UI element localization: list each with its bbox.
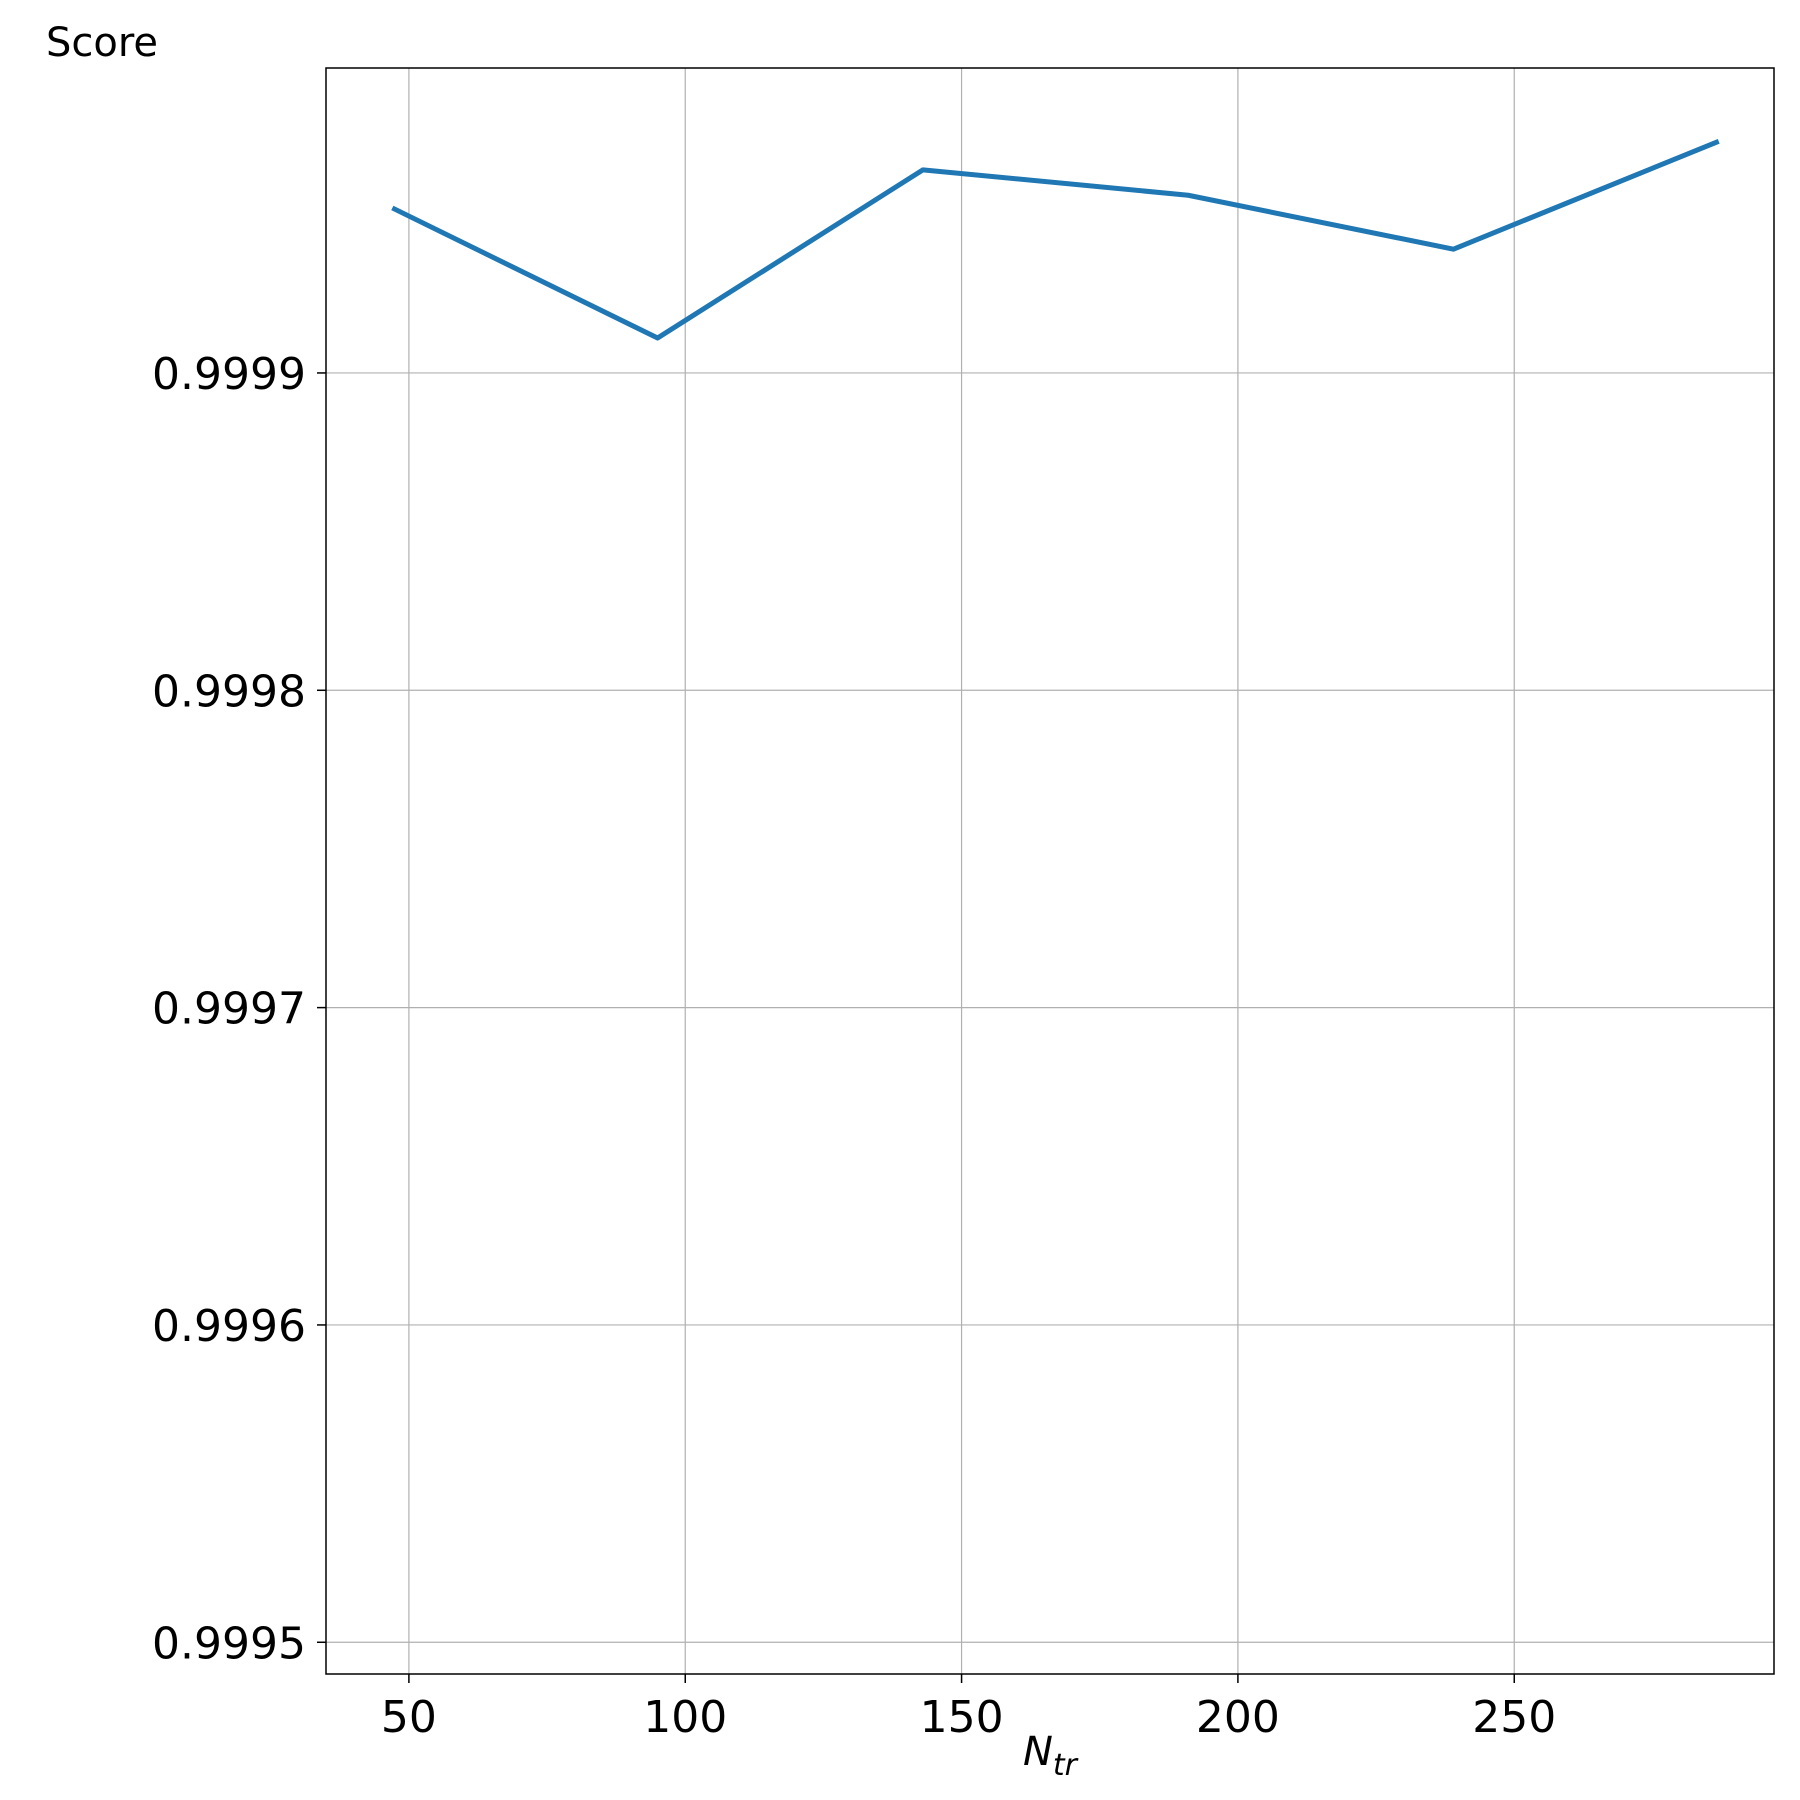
x-tick-label: 250 bbox=[1472, 1692, 1556, 1743]
x-tick-label: 150 bbox=[920, 1692, 1004, 1743]
x-axis-label-subscript: tr bbox=[1053, 1748, 1079, 1783]
y-tick-label: 0.9996 bbox=[152, 1301, 306, 1352]
x-axis-label-base: N bbox=[1023, 1729, 1053, 1775]
y-axis-label: Score bbox=[46, 20, 158, 66]
series-layer bbox=[391, 138, 1720, 341]
plot-frame bbox=[325, 67, 1775, 1675]
x-tick-label: 100 bbox=[643, 1692, 727, 1743]
y-tick-label: 0.9997 bbox=[152, 984, 306, 1035]
y-tick-label: 0.9998 bbox=[152, 666, 306, 717]
x-tick-label: 200 bbox=[1196, 1692, 1280, 1743]
series-line bbox=[391, 138, 1720, 341]
x-tick-label: 50 bbox=[381, 1692, 437, 1743]
x-axis-label: Ntr bbox=[1023, 1729, 1079, 1783]
axis-ticks: 50 100 150 200 250 0.9995 0.9996 0.9997 0.9998 0.… bbox=[152, 349, 1556, 1743]
y-tick-label: 0.9999 bbox=[152, 349, 306, 400]
y-tick-label: 0.9995 bbox=[152, 1618, 306, 1669]
grid bbox=[326, 68, 1774, 1674]
